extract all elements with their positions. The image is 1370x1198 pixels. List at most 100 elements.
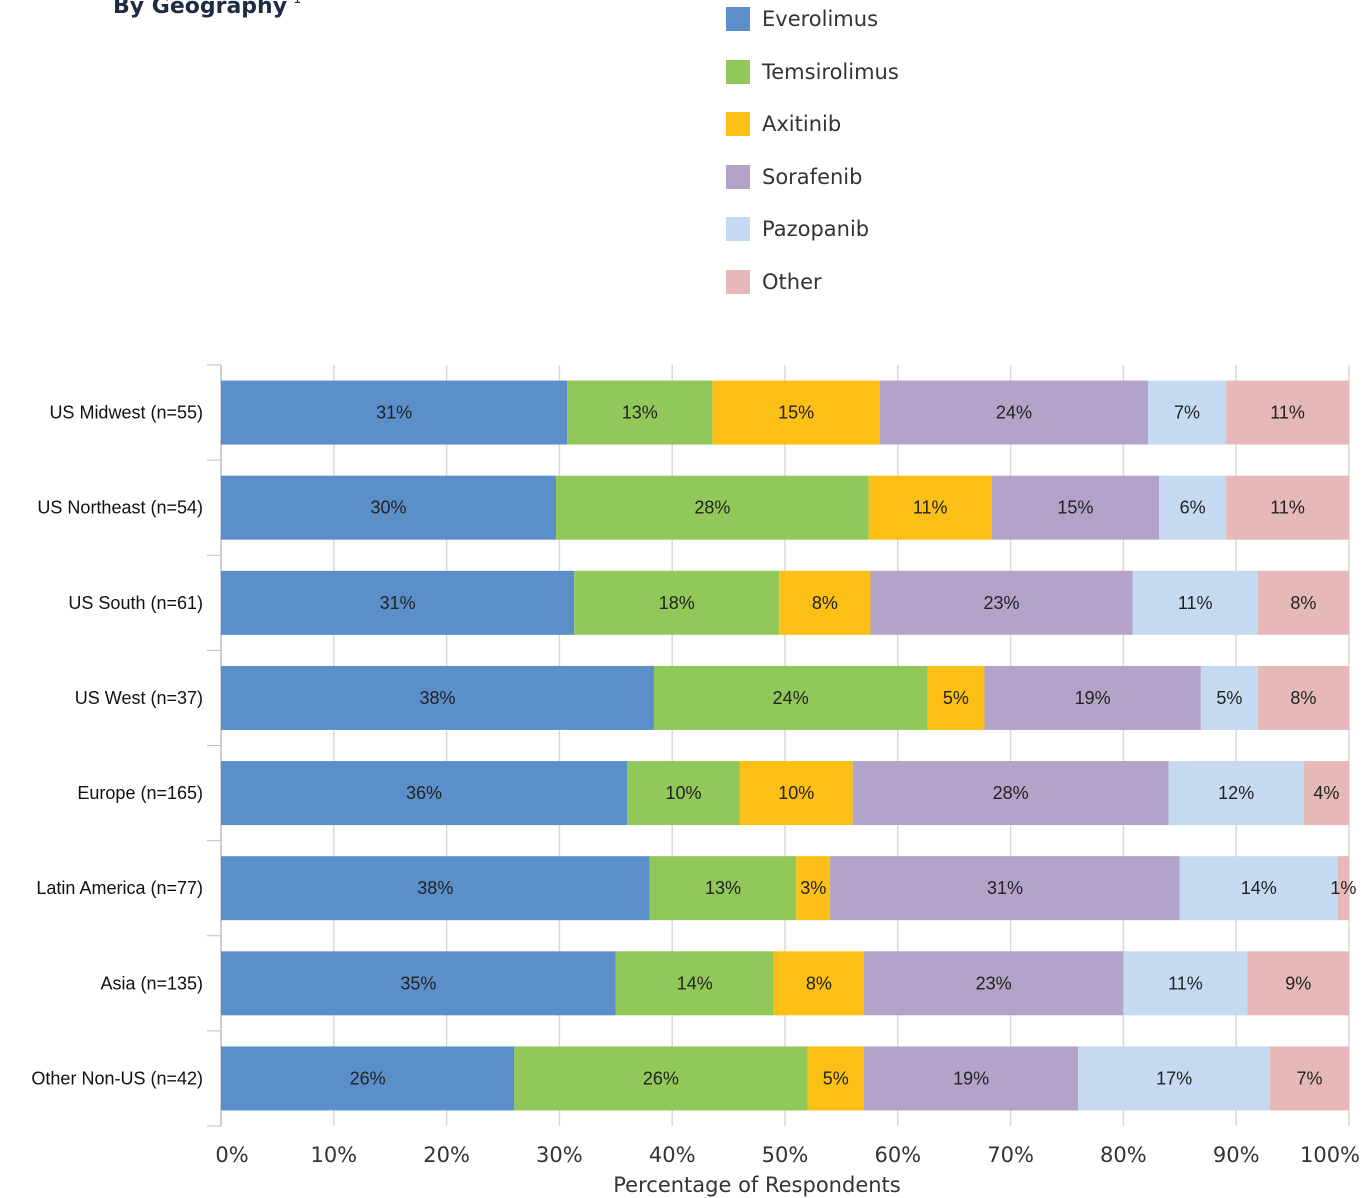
legend-swatch-other [726,269,750,294]
bar-segment [796,856,831,921]
x-tick-label: 10% [310,1143,357,1167]
x-tick-label: 30% [536,1143,583,1167]
bar-segment [712,380,880,445]
bar-segment [221,475,557,540]
legend-item-sorafenib: Sorafenib [726,164,899,190]
legend-swatch-temsirolimus [726,59,750,84]
data-label: 7% [1297,1068,1323,1088]
bar-segment [1257,665,1349,730]
bar-segment [221,856,650,921]
data-label: 19% [953,1068,989,1088]
category-label: US West (n=37) [75,688,203,708]
bar-segment [1257,570,1349,635]
legend-label-axitinib: Axitinib [762,112,842,137]
data-label: 8% [806,973,832,993]
legend-label-everolimus: Everolimus [762,7,879,31]
category-label: US Midwest (n=55) [49,403,203,423]
bar-segment [807,1046,864,1111]
data-label: 11% [1168,973,1203,993]
bar-segment [868,475,992,540]
bar-segment [221,665,654,730]
x-axis-label: Percentage of Respondents [613,1173,900,1197]
bar-segment [556,475,869,540]
data-label: 1% [1330,878,1356,898]
data-label: 38% [419,688,455,708]
data-label: 30% [371,498,407,518]
data-label: 5% [823,1068,849,1088]
data-label: 8% [1290,688,1316,708]
bar-segment [1337,856,1349,921]
data-label: 9% [1285,973,1311,993]
legend-swatch-axitinib [726,112,750,137]
data-label: 8% [1290,593,1316,613]
legend-swatch-pazopanib [726,217,750,242]
data-label: 24% [996,403,1032,423]
x-tick-label: 90% [1213,1143,1260,1167]
chart-title-text: By Geography [113,0,288,19]
x-tick-label: 40% [649,1143,696,1167]
legend-item-temsirolimus: Temsirolimus [726,59,899,85]
bar-segment [514,1046,808,1111]
data-label: 15% [778,403,814,423]
data-label: 11% [1178,593,1213,613]
x-tick-label: 70% [987,1143,1034,1167]
legend-label-other: Other [762,269,822,294]
data-label: 28% [993,783,1029,803]
legend-swatch-sorafenib [726,164,750,189]
data-label: 14% [1241,878,1277,898]
bar-segment [567,380,713,445]
data-label: 26% [350,1068,386,1088]
data-label: 18% [659,593,695,613]
data-label: 7% [1174,403,1200,423]
data-label: 5% [1216,688,1242,708]
x-tick-label: 0% [215,1143,248,1167]
bar-segment [779,570,871,635]
bar-segment [870,570,1133,635]
legend-item-everolimus: Everolimus [726,6,899,32]
bar-segment [1147,380,1227,445]
data-label: 26% [643,1068,679,1088]
bar-segment [1303,761,1349,826]
bar-segment [1226,380,1349,445]
data-label: 28% [694,498,730,518]
data-label: 8% [812,593,838,613]
data-label: 15% [1057,498,1093,518]
bar-segment [1132,570,1258,635]
bar-segment [221,1046,515,1111]
data-label: 6% [1180,498,1206,518]
data-label: 12% [1218,783,1254,803]
legend-swatch-everolimus [726,7,750,31]
bar-segment [574,570,780,635]
x-tick-label: 80% [1100,1143,1147,1167]
data-label: 31% [380,593,416,613]
bar-segment [1179,856,1338,921]
bar-segment [649,856,797,921]
bar-segment [991,475,1160,540]
bar-segment [1200,665,1258,730]
data-label: 13% [705,878,741,898]
bar-segment [863,1046,1079,1111]
data-label: 11% [1270,498,1305,518]
data-label: 14% [677,973,713,993]
category-label: Latin America (n=77) [36,878,203,898]
data-label: 10% [778,783,814,803]
bar-segment [221,380,568,445]
legend: Everolimus Temsirolimus Axitinib Sorafen… [726,6,899,322]
data-label: 23% [983,593,1019,613]
data-label: 3% [800,878,826,898]
data-label: 35% [400,973,436,993]
legend-item-other: Other [726,269,899,295]
title-footnote: 1 [293,0,301,7]
data-label: 10% [665,783,701,803]
category-label: US Northeast (n=54) [37,498,203,518]
data-label: 38% [417,878,453,898]
bar-segment [984,665,1201,730]
category-label: Other Non-US (n=42) [31,1068,203,1088]
legend-label-sorafenib: Sorafenib [762,164,863,189]
bar-segment [1159,475,1227,540]
data-label: 36% [406,783,442,803]
legend-item-axitinib: Axitinib [726,111,899,137]
bar-segment [852,761,1169,826]
bar-segment [1123,951,1248,1016]
